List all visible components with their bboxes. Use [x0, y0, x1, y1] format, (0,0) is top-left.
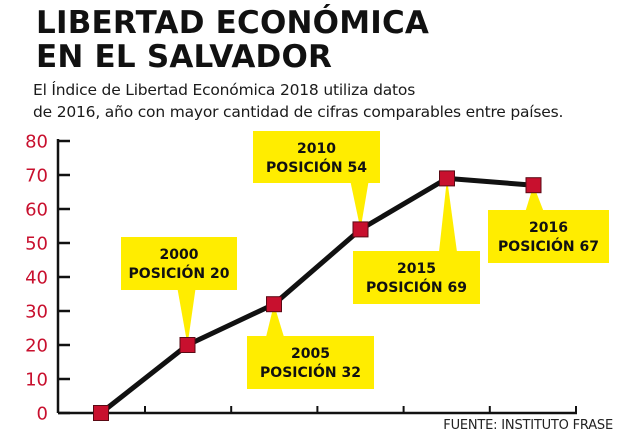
callout-pointer [177, 289, 196, 345]
data-point-marker [352, 221, 369, 238]
y-tick-label: 30 [25, 302, 48, 323]
callout-position: POSICIÓN 69 [366, 278, 467, 296]
y-tick-label: 70 [25, 166, 48, 187]
series-polyline [99, 175, 534, 415]
callout-year: 2010 [297, 141, 336, 157]
callout-pointer [525, 185, 544, 211]
y-tick-label: 10 [25, 370, 48, 391]
callout-year: 2015 [397, 261, 436, 277]
callout-position: POSICIÓN 20 [129, 264, 230, 282]
callout-pointer [439, 178, 457, 252]
data-point-marker [179, 337, 196, 353]
y-tick-label: 80 [25, 132, 48, 153]
callout-box [253, 131, 380, 183]
source-note: FUENTE: INSTITUTO FRASE [443, 418, 613, 433]
callout-pointer [350, 182, 369, 230]
chart-title: LIBERTAD ECONÓMICA EN EL SALVADOR [36, 6, 429, 74]
callout-box [488, 210, 609, 263]
callout-position: POSICIÓN 54 [266, 158, 367, 176]
callout-box [121, 237, 237, 290]
data-point-marker [439, 170, 455, 187]
y-tick-label: 50 [25, 234, 48, 255]
data-markers [93, 170, 542, 421]
subtitle-line-1: El Índice de Libertad Económica 2018 uti… [33, 81, 416, 99]
y-tick-label: 60 [25, 200, 48, 221]
y-tick-label: 0 [37, 404, 48, 425]
callout-year: 2005 [291, 346, 330, 362]
callout-pointer [266, 304, 284, 337]
callout-position: POSICIÓN 67 [498, 237, 599, 255]
chart-subtitle: El Índice de Libertad Económica 2018 uti… [33, 79, 563, 123]
callout-tails [177, 178, 544, 345]
callout-box [247, 336, 374, 389]
series-line [99, 175, 534, 415]
callout-box [353, 251, 480, 304]
axes: 0 10 20 30 40 50 60 70 80 [25, 132, 577, 425]
title-line-2: EN EL SALVADOR [36, 39, 333, 75]
callout-year: 2000 [160, 247, 199, 263]
data-point-marker [525, 177, 542, 194]
data-point-marker [93, 405, 109, 421]
title-line-1: LIBERTAD ECONÓMICA [36, 5, 430, 41]
callout-year: 2016 [529, 220, 568, 236]
y-tick-label: 20 [25, 336, 48, 357]
y-tick-label: 40 [25, 268, 48, 289]
callout-position: POSICIÓN 32 [260, 363, 361, 381]
subtitle-line-2: de 2016, año con mayor cantidad de cifra… [33, 103, 564, 121]
data-point-marker [266, 296, 282, 313]
